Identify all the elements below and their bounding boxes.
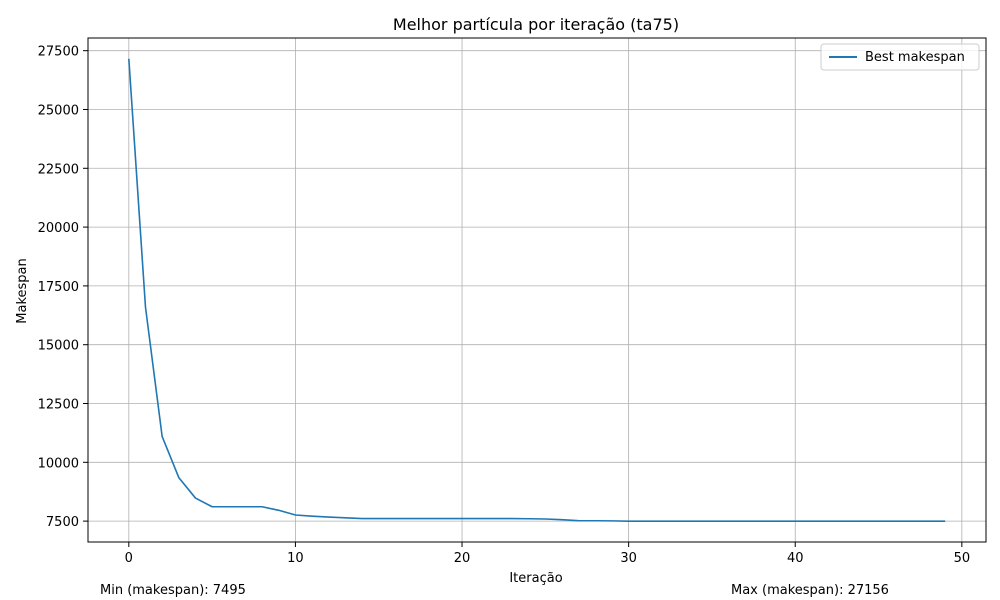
y-tick-label: 20000 xyxy=(38,221,79,236)
min-makespan-note: Min (makespan): 7495 xyxy=(100,583,246,598)
y-tick-label: 7500 xyxy=(46,515,79,530)
grid xyxy=(88,38,986,542)
y-tick-label: 12500 xyxy=(38,398,79,413)
y-tick-label: 15000 xyxy=(38,339,79,354)
max-makespan-note: Max (makespan): 27156 xyxy=(731,583,889,598)
x-tick-label: 30 xyxy=(620,551,637,566)
y-tick-label: 17500 xyxy=(38,280,79,295)
legend-label: Best makespan xyxy=(865,50,965,65)
y-tick-label: 10000 xyxy=(38,456,79,471)
x-tick-label: 0 xyxy=(125,551,133,566)
x-tick-label: 40 xyxy=(787,551,804,566)
y-tick-label: 25000 xyxy=(38,103,79,118)
legend: Best makespan xyxy=(820,43,980,71)
y-axis-label: Makespan xyxy=(15,258,30,323)
x-axis-label: Iteração xyxy=(509,571,562,586)
y-tick-label: 22500 xyxy=(38,162,79,177)
plot-frame xyxy=(87,37,987,543)
series-line-best-makespan xyxy=(128,58,946,523)
x-tick-label: 10 xyxy=(287,551,304,566)
x-tick-label: 50 xyxy=(954,551,971,566)
ticks: 0 10 20 30 40 50 7500 10000 12500 15000 17500 20000… xyxy=(38,45,970,566)
y-tick-label: 27500 xyxy=(38,45,79,60)
series-layer xyxy=(128,58,946,523)
chart-title: Melhor partícula por iteração (ta75) xyxy=(393,15,679,34)
legend-box xyxy=(820,43,980,71)
x-tick-label: 20 xyxy=(454,551,471,566)
